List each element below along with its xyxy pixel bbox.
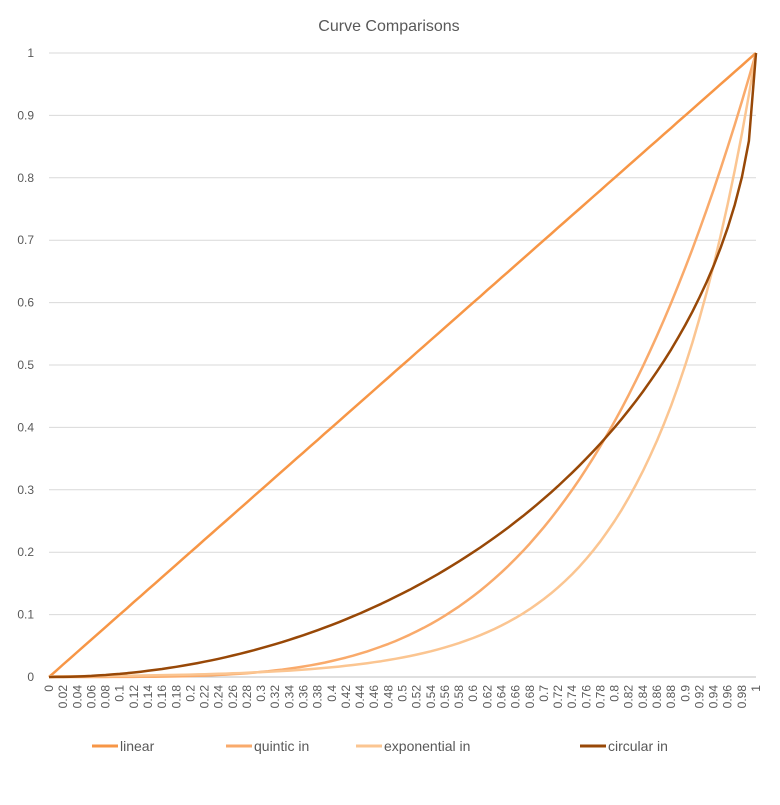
legend-label: quintic in xyxy=(254,738,309,754)
y-tick-label: 0.6 xyxy=(17,296,34,310)
x-tick-label: 0.88 xyxy=(664,685,678,709)
x-tick-label: 0.38 xyxy=(311,685,325,709)
x-tick-label: 0.76 xyxy=(579,685,593,709)
series-lines xyxy=(48,52,758,679)
x-tick-label: 0.48 xyxy=(381,685,395,709)
x-tick-label: 0.78 xyxy=(593,685,607,709)
x-tick-label: 0.44 xyxy=(353,685,367,709)
y-tick-label: 0.7 xyxy=(17,233,34,247)
legend: linear quintic in exponential in circular i… xyxy=(92,738,668,754)
legend-item: linear xyxy=(92,738,155,754)
x-tick-label: 0.28 xyxy=(240,685,254,709)
x-tick-label: 0.96 xyxy=(721,685,735,709)
x-tick-label: 0.72 xyxy=(551,685,565,709)
x-tick-label: 0.08 xyxy=(99,685,113,709)
chart-title: Curve Comparisons xyxy=(318,18,459,35)
x-tick-label: 0.92 xyxy=(692,685,706,709)
legend-item: exponential in xyxy=(356,738,470,754)
x-tick-label: 0.14 xyxy=(141,685,155,709)
x-tick-label: 0.12 xyxy=(127,685,141,709)
y-tick-label: 0 xyxy=(27,670,34,684)
legend-item: quintic in xyxy=(226,738,309,754)
y-tick-label: 0.8 xyxy=(17,171,34,185)
x-tick-label: 0.3 xyxy=(254,685,268,702)
y-tick-label: 0.1 xyxy=(17,608,34,622)
legend-label: circular in xyxy=(608,738,668,754)
legend-item: circular in xyxy=(580,738,668,754)
x-tick-label: 0.1 xyxy=(113,685,127,702)
x-tick-label: 1 xyxy=(749,685,763,692)
x-tick-label: 0.5 xyxy=(396,685,410,702)
x-tick-label: 0.98 xyxy=(735,685,749,709)
y-tick-label: 1 xyxy=(27,46,34,60)
x-tick-label: 0.04 xyxy=(70,685,84,709)
x-tick-label: 0.66 xyxy=(509,685,523,709)
x-tick-label: 0.54 xyxy=(424,685,438,709)
x-tick-label: 0.86 xyxy=(650,685,664,709)
x-tick-label: 0.68 xyxy=(523,685,537,709)
x-tick-label: 0.18 xyxy=(169,685,183,709)
x-tick-label: 0.84 xyxy=(636,685,650,709)
x-tick-label: 0.36 xyxy=(297,685,311,709)
x-tick-label: 0.74 xyxy=(565,685,579,709)
x-axis: 0 0.02 0.04 0.06 0.08 0.1 0.12 0.14 0.16 0.18 0.2 0… xyxy=(42,685,763,709)
x-tick-label: 0.06 xyxy=(84,685,98,709)
x-tick-label: 0.4 xyxy=(325,685,339,702)
series-line-circular-in xyxy=(48,52,758,679)
x-tick-label: 0.24 xyxy=(212,685,226,709)
x-tick-label: 0.22 xyxy=(198,685,212,709)
x-tick-label: 0.8 xyxy=(608,685,622,702)
x-tick-label: 0.62 xyxy=(480,685,494,709)
x-tick-label: 0.6 xyxy=(466,685,480,702)
x-tick-label: 0.56 xyxy=(438,685,452,709)
x-tick-label: 0.94 xyxy=(707,685,721,709)
x-tick-label: 0.46 xyxy=(367,685,381,709)
x-tick-label: 0.34 xyxy=(282,685,296,709)
x-tick-label: 0.32 xyxy=(268,685,282,709)
x-tick-label: 0.82 xyxy=(622,685,636,709)
x-tick-label: 0 xyxy=(42,685,56,692)
series-line-linear xyxy=(48,52,757,678)
x-tick-label: 0.16 xyxy=(155,685,169,709)
x-tick-label: 0.58 xyxy=(452,685,466,709)
y-tick-label: 0.5 xyxy=(17,358,34,372)
x-tick-label: 0.02 xyxy=(56,685,70,709)
y-tick-label: 0.4 xyxy=(17,420,34,434)
y-tick-label: 0.2 xyxy=(17,545,34,559)
series-line-exponential-in xyxy=(49,52,758,678)
x-tick-label: 0.64 xyxy=(494,685,508,709)
x-tick-label: 0.52 xyxy=(410,685,424,709)
legend-label: exponential in xyxy=(384,738,470,754)
legend-label: linear xyxy=(120,738,155,754)
x-tick-label: 0.26 xyxy=(226,685,240,709)
x-tick-label: 0.42 xyxy=(339,685,353,709)
y-axis: 0 0.1 0.2 0.3 0.4 0.5 0.6 0.7 0.8 0.9 1 xyxy=(17,46,34,684)
y-tick-label: 0.9 xyxy=(17,108,34,122)
series-line-quintic-in xyxy=(49,52,758,679)
x-tick-label: 0.2 xyxy=(183,685,197,702)
x-tick-label: 0.9 xyxy=(678,685,692,702)
y-tick-label: 0.3 xyxy=(17,483,34,497)
x-tick-label: 0.7 xyxy=(537,685,551,702)
